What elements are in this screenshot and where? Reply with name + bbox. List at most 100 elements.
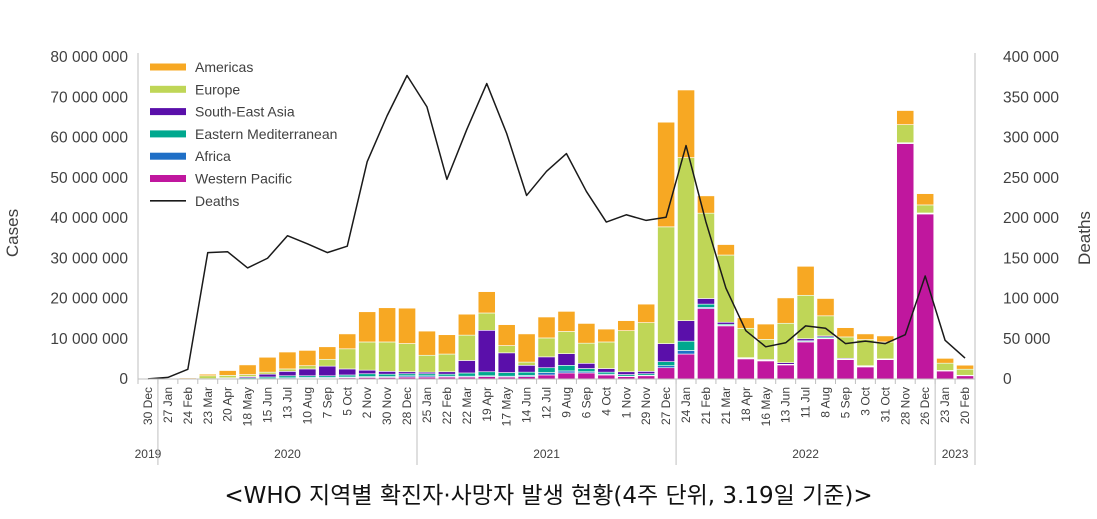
chart-deaths-line-group	[147, 74, 966, 380]
bar-western-pacific	[836, 359, 855, 380]
bar-americas	[438, 334, 456, 355]
bar-americas	[398, 307, 416, 344]
bar-south-east-asia	[657, 343, 675, 362]
x-tick-label: 22 Mar	[460, 387, 474, 424]
bar-europe	[916, 204, 935, 214]
x-tick-label: 19 Apr	[480, 387, 494, 422]
bar-americas	[637, 303, 656, 323]
bar-eastern-mediterranean	[597, 371, 616, 375]
bar-western-pacific	[816, 338, 835, 380]
bar-africa	[677, 350, 695, 355]
bar-americas	[717, 244, 735, 256]
bar-americas	[457, 313, 476, 336]
bar-eastern-mediterranean	[398, 373, 416, 377]
x-tick-label: 28 Nov	[898, 387, 912, 425]
legend-label: Deaths	[195, 193, 239, 209]
y-tick-label: 40 000 000	[50, 210, 128, 227]
bar-western-pacific	[597, 374, 616, 380]
x-tick-label: 14 Jun	[520, 387, 534, 423]
x-tick-label: 30 Nov	[380, 387, 394, 425]
chart-y-tick-labels: 0 10 000 000 20 000 000 30 000 000 40 000 00…	[50, 49, 128, 388]
bar-western-pacific	[756, 360, 775, 380]
chart-year-labels: 2019 2020 2021 2022 2023	[135, 379, 976, 465]
x-tick-label: 2 Nov	[360, 387, 374, 418]
bar-western-pacific	[936, 370, 954, 380]
bar-africa	[557, 370, 576, 374]
bar-eastern-mediterranean	[358, 373, 377, 377]
bar-americas	[577, 323, 596, 344]
bar-eastern-mediterranean	[557, 365, 576, 372]
bar-europe	[318, 358, 337, 367]
bar-americas	[238, 364, 257, 375]
bar-eastern-mediterranean	[537, 367, 556, 373]
bar-americas	[617, 320, 636, 332]
legend-label: Africa	[195, 148, 231, 164]
x-tick-label: 8 Aug	[819, 387, 833, 418]
bar-americas	[418, 330, 436, 356]
bar-western-pacific	[577, 372, 596, 380]
y-tick-label: 60 000 000	[50, 130, 128, 147]
x-tick-label: 21 Feb	[699, 387, 713, 425]
legend-label: South-East Asia	[195, 104, 295, 120]
bar-europe	[198, 375, 217, 379]
bar-south-east-asia	[577, 362, 596, 369]
bar-eastern-mediterranean	[457, 372, 476, 377]
bar-americas	[836, 327, 855, 338]
legend-label: Europe	[195, 81, 240, 97]
bar-western-pacific	[896, 143, 915, 380]
bar-western-pacific	[537, 374, 556, 380]
y-axis-title: Cases	[3, 209, 22, 257]
legend-swatch	[150, 108, 186, 116]
bar-europe	[577, 342, 596, 364]
bar-south-east-asia	[537, 356, 556, 369]
bar-europe	[418, 354, 436, 373]
x-tick-label: 31 Oct	[878, 386, 892, 422]
legend-swatch	[150, 175, 186, 182]
y2-tick-label: 150 000	[1003, 250, 1059, 267]
bar-eastern-mediterranean	[517, 371, 536, 376]
x-tick-label: 10 Aug	[300, 387, 314, 424]
legend-label: Americas	[195, 59, 253, 75]
bar-eastern-mediterranean	[278, 375, 297, 379]
bar-europe	[338, 348, 357, 370]
bar-eastern-mediterranean	[577, 368, 596, 373]
bar-americas	[378, 307, 396, 343]
bar-western-pacific	[657, 367, 675, 380]
bar-eastern-mediterranean	[338, 374, 357, 378]
bar-europe	[836, 336, 855, 359]
bar-europe	[657, 226, 675, 344]
bar-south-east-asia	[298, 368, 317, 377]
year-label: 2023	[942, 447, 969, 461]
y2-tick-label: 350 000	[1003, 89, 1059, 106]
bar-europe	[736, 327, 755, 358]
y2-tick-label: 50 000	[1003, 331, 1051, 348]
chart-y2-tick-labels: 0 50 000 100 000 150 000 200 000 250 000 300 0…	[1003, 49, 1059, 388]
x-tick-label: 23 Mar	[201, 387, 215, 424]
bar-europe	[258, 371, 277, 375]
bar-americas	[298, 350, 317, 367]
x-tick-label: 15 Jun	[261, 387, 275, 423]
y2-tick-label: 200 000	[1003, 210, 1059, 227]
bar-eastern-mediterranean	[438, 373, 456, 377]
bar-europe	[617, 330, 636, 373]
y-tick-label: 70 000 000	[50, 89, 128, 106]
chart-legend: Americas Europe South-East Asia Eastern Med…	[150, 59, 337, 209]
x-tick-label: 23 Jan	[938, 387, 952, 423]
bar-americas	[657, 121, 675, 228]
bar-americas	[497, 324, 516, 346]
bar-south-east-asia	[318, 365, 337, 377]
bar-south-east-asia	[278, 371, 297, 377]
bar-americas	[557, 311, 576, 332]
x-tick-label: 16 May	[759, 387, 773, 426]
bar-americas	[218, 370, 237, 376]
bar-americas	[816, 298, 835, 317]
y2-tick-label: 300 000	[1003, 130, 1059, 147]
y2-axis-title: Deaths	[1075, 211, 1094, 265]
y2-tick-label: 250 000	[1003, 170, 1059, 187]
y-tick-label: 10 000 000	[50, 331, 128, 348]
bar-south-east-asia	[697, 298, 715, 305]
bar-europe	[298, 365, 317, 370]
bar-europe	[896, 124, 915, 144]
bar-europe	[856, 339, 875, 367]
year-label: 2020	[274, 447, 301, 461]
